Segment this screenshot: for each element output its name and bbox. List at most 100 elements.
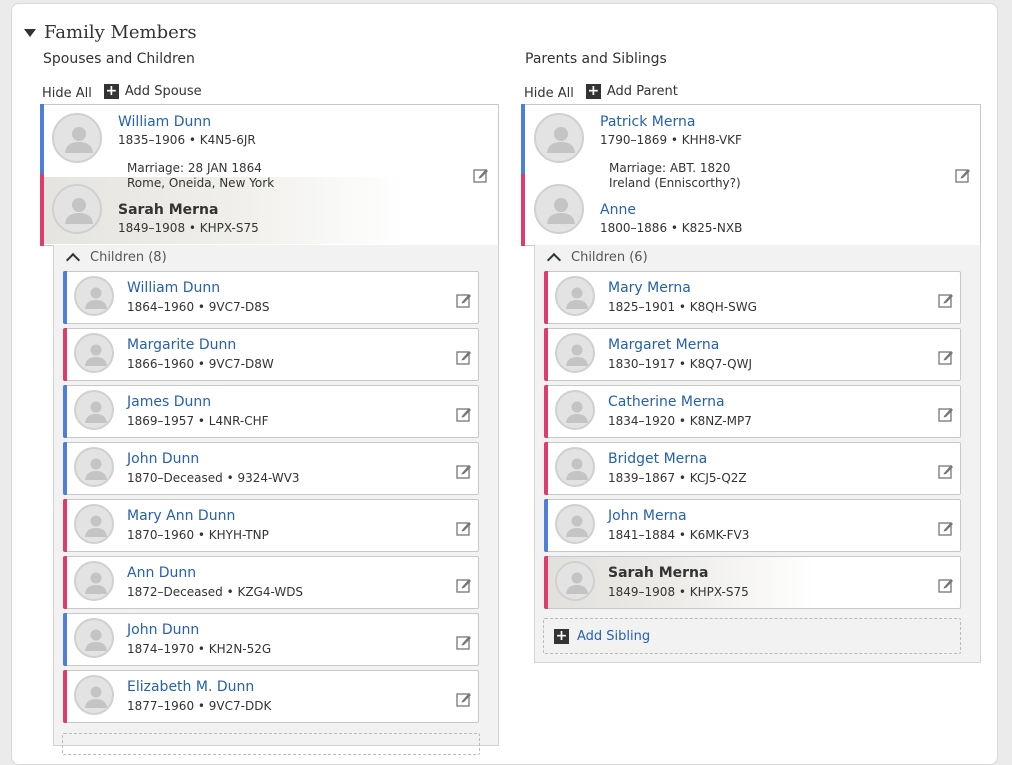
child-name[interactable]: Margaret Merna [608,337,720,353]
child-card[interactable]: John Dunn 1874–1970 • KH2N-52G [63,613,479,666]
avatar[interactable] [555,561,595,601]
avatar[interactable] [555,333,595,373]
add-spouse-button[interactable]: + Add Spouse [103,83,202,99]
person-silhouette-icon [85,686,107,708]
child-card[interactable]: Bridget Merna 1839–1867 • KCJ5-Q2Z [544,442,961,495]
edit-pencil-icon[interactable] [456,463,472,479]
edit-pencil-icon[interactable] [456,520,472,536]
add-parent-button[interactable]: + Add Parent [585,84,678,99]
person-silhouette-icon [566,515,588,537]
hide-all-button[interactable]: Hide All [524,86,574,101]
edit-pencil-icon[interactable] [456,349,472,365]
edit-pencil-icon[interactable] [456,691,472,707]
avatar[interactable] [74,561,114,601]
child-card[interactable]: William Dunn 1864–1960 • 9VC7-D8S [63,271,479,324]
child-card[interactable]: Elizabeth M. Dunn 1877–1960 • 9VC7-DDK [63,670,479,723]
child-life: 1872–Deceased • KZG4-WDS [127,585,304,599]
child-card[interactable]: Margarite Dunn 1866–1960 • 9VC7-D8W [63,328,479,381]
edit-pencil-icon[interactable] [456,406,472,422]
child-name[interactable]: Ann Dunn [127,565,197,581]
avatar[interactable] [52,113,102,163]
child-name[interactable]: Mary Ann Dunn [127,508,236,524]
avatar[interactable] [555,447,595,487]
edit-pencil-icon[interactable] [473,167,489,183]
person-silhouette-icon [85,287,107,309]
edit-pencil-icon[interactable] [456,634,472,650]
avatar[interactable] [74,675,114,715]
add-sibling-label: Add Sibling [577,628,651,644]
avatar[interactable] [74,390,114,430]
person-silhouette-icon [85,344,107,366]
person-silhouette-icon [566,287,588,309]
child-card[interactable]: Catherine Merna 1834–1920 • K8NZ-MP7 [544,385,961,438]
avatar[interactable] [74,618,114,658]
avatar[interactable] [74,276,114,316]
edit-pencil-icon[interactable] [938,292,954,308]
child-card[interactable]: Mary Ann Dunn 1870–1960 • KHYH-TNP [63,499,479,552]
child-name[interactable]: Bridget Merna [608,451,708,467]
hide-all-button[interactable]: Hide All [42,86,92,101]
add-child-button[interactable] [62,733,480,755]
avatar[interactable] [534,113,584,163]
child-card[interactable]: John Merna 1841–1884 • K6MK-FV3 [544,499,961,552]
avatar[interactable] [534,184,584,234]
child-life: 1841–1884 • K6MK-FV3 [608,528,750,542]
avatar[interactable] [74,447,114,487]
right-toolbar: Hide All + Add Parent [524,84,678,101]
person-silhouette-icon [547,127,575,153]
child-name[interactable]: Margarite Dunn [127,337,237,353]
edit-pencil-icon[interactable] [938,577,954,593]
avatar[interactable] [555,276,595,316]
child-life: 1830–1917 • K8Q7-QWJ [608,357,752,371]
child-name[interactable]: John Merna [608,508,687,524]
avatar[interactable] [555,390,595,430]
person-silhouette-icon [85,572,107,594]
person-silhouette-icon [85,515,107,537]
husband-life: 1835–1906 • K4N5-6JR [118,133,256,147]
child-life: 1877–1960 • 9VC7-DDK [127,699,272,713]
marriage-info: Marriage: 28 JAN 1864 Rome, Oneida, New … [127,161,274,191]
edit-pencil-icon[interactable] [938,406,954,422]
add-parent-label: Add Parent [606,84,678,99]
avatar[interactable] [74,504,114,544]
child-life: 1869–1957 • L4NR-CHF [127,414,269,428]
parents-card: Patrick Merna 1790–1869 • KHH8-VKF Marri… [521,104,981,246]
mother-name[interactable]: Anne [600,202,636,218]
marriage-info: Marriage: ABT. 1820 Ireland (Enniscorthy… [609,161,741,191]
edit-pencil-icon[interactable] [456,292,472,308]
child-name[interactable]: James Dunn [127,394,212,410]
child-card[interactable]: John Dunn 1870–Deceased • 9324-WV3 [63,442,479,495]
avatar[interactable] [52,184,102,234]
plus-box-icon: + [103,83,119,99]
child-name[interactable]: John Dunn [127,451,200,467]
child-name[interactable]: Elizabeth M. Dunn [127,679,255,695]
family-members-toggle[interactable]: Family Members [24,22,197,43]
husband-name[interactable]: William Dunn [118,114,212,130]
edit-pencil-icon[interactable] [456,577,472,593]
child-name[interactable]: Mary Merna [608,280,691,296]
edit-pencil-icon[interactable] [938,463,954,479]
child-name[interactable]: Catherine Merna [608,394,725,410]
edit-pencil-icon[interactable] [938,349,954,365]
child-card[interactable]: James Dunn 1869–1957 • L4NR-CHF [63,385,479,438]
father-name[interactable]: Patrick Merna [600,114,696,130]
wife-life: 1849–1908 • KHPX-S75 [118,221,259,235]
wife-name[interactable]: Sarah Merna [118,202,219,218]
children-toggle[interactable]: Children (8) [65,250,167,268]
child-name[interactable]: John Dunn [127,622,200,638]
child-card[interactable]: Sarah Merna 1849–1908 • KHPX-S75 [544,556,961,609]
child-name[interactable]: Sarah Merna [608,565,709,581]
child-name[interactable]: William Dunn [127,280,221,296]
add-sibling-button[interactable]: + Add Sibling [543,618,961,654]
child-card[interactable]: Margaret Merna 1830–1917 • K8Q7-QWJ [544,328,961,381]
edit-pencil-icon[interactable] [955,167,971,183]
avatar[interactable] [74,333,114,373]
child-life: 1839–1867 • KCJ5-Q2Z [608,471,747,485]
person-silhouette-icon [566,458,588,480]
child-card[interactable]: Ann Dunn 1872–Deceased • KZG4-WDS [63,556,479,609]
child-life: 1866–1960 • 9VC7-D8W [127,357,274,371]
child-card[interactable]: Mary Merna 1825–1901 • K8QH-SWG [544,271,961,324]
edit-pencil-icon[interactable] [938,520,954,536]
avatar[interactable] [555,504,595,544]
children-toggle[interactable]: Children (6) [546,250,648,268]
